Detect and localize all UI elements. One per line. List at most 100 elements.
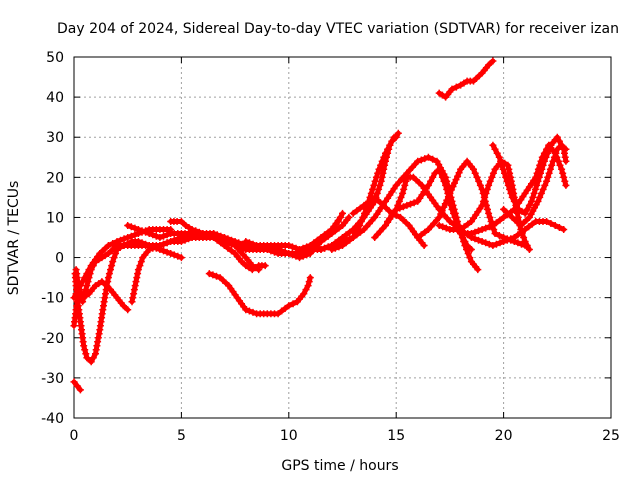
plus-marker bbox=[544, 173, 552, 181]
plus-marker bbox=[534, 177, 542, 185]
plus-marker bbox=[437, 169, 445, 177]
plus-marker bbox=[203, 231, 210, 239]
plus-marker bbox=[117, 236, 124, 244]
series-arc-4 bbox=[72, 266, 132, 314]
plus-marker bbox=[209, 271, 217, 279]
series-arc-3 bbox=[71, 238, 185, 366]
plus-marker bbox=[485, 61, 493, 69]
plus-marker bbox=[495, 153, 503, 161]
plus-marker bbox=[310, 243, 318, 251]
plus-marker bbox=[549, 157, 557, 165]
plus-marker bbox=[437, 210, 445, 218]
plus-marker bbox=[381, 161, 389, 169]
plus-marker bbox=[349, 234, 357, 241]
y-tick-label: 30 bbox=[46, 130, 64, 146]
plus-marker bbox=[500, 213, 508, 221]
y-tick-label: 10 bbox=[46, 210, 64, 226]
plus-marker bbox=[383, 153, 390, 161]
plus-marker bbox=[235, 243, 243, 251]
series-arc-9 bbox=[205, 270, 314, 318]
plus-marker bbox=[463, 242, 471, 249]
plus-marker bbox=[442, 181, 450, 189]
plus-marker bbox=[429, 155, 437, 163]
plus-marker bbox=[424, 153, 432, 161]
plus-marker bbox=[479, 197, 487, 205]
plus-marker bbox=[545, 145, 553, 153]
x-tick-label: 25 bbox=[602, 428, 620, 444]
plus-marker bbox=[470, 165, 477, 173]
y-tick-label: -40 bbox=[41, 411, 64, 427]
plus-marker bbox=[120, 235, 128, 243]
plus-marker bbox=[452, 218, 460, 225]
plus-marker bbox=[73, 382, 81, 390]
plus-marker bbox=[483, 185, 491, 193]
plus-marker bbox=[321, 231, 329, 239]
plus-marker bbox=[302, 286, 310, 294]
plus-marker bbox=[152, 232, 160, 240]
y-tick-label: 20 bbox=[46, 170, 64, 186]
plus-marker bbox=[124, 240, 132, 247]
plus-marker bbox=[170, 236, 178, 244]
plus-marker bbox=[195, 228, 203, 236]
plus-marker bbox=[464, 250, 472, 257]
plus-marker bbox=[388, 137, 396, 145]
plus-marker bbox=[427, 177, 435, 185]
plus-marker bbox=[177, 218, 185, 225]
plus-marker bbox=[136, 262, 144, 270]
plus-marker bbox=[475, 177, 483, 185]
plus-marker bbox=[455, 169, 463, 177]
plus-marker bbox=[478, 226, 486, 233]
plus-marker bbox=[452, 83, 460, 91]
plus-marker bbox=[199, 230, 207, 237]
series-arc-21 bbox=[500, 141, 570, 229]
plus-marker bbox=[131, 231, 139, 239]
plus-marker bbox=[242, 306, 250, 314]
plus-marker bbox=[544, 149, 552, 157]
series-arc-5 bbox=[70, 226, 175, 302]
plus-marker bbox=[339, 234, 346, 241]
plus-marker bbox=[402, 177, 410, 185]
plus-marker bbox=[300, 290, 308, 298]
x-tick-label: 20 bbox=[495, 428, 513, 444]
plus-marker bbox=[435, 222, 443, 229]
plus-marker bbox=[104, 242, 112, 249]
plus-marker bbox=[249, 240, 257, 248]
series-arc-16 bbox=[384, 165, 475, 253]
plus-marker bbox=[128, 298, 136, 306]
plus-marker bbox=[145, 230, 153, 237]
plus-marker bbox=[138, 227, 146, 235]
series-line bbox=[72, 239, 184, 365]
plus-marker bbox=[531, 185, 539, 193]
plus-marker bbox=[529, 193, 537, 201]
plus-marker bbox=[476, 181, 484, 189]
axis-ticks: 0 5 10 15 20 25 -40 -30 -20 -10 0 10 20 30 40 50 bbox=[41, 50, 620, 444]
plus-marker bbox=[210, 234, 218, 241]
plus-marker bbox=[485, 223, 493, 231]
plus-marker bbox=[228, 247, 235, 255]
plus-marker bbox=[542, 153, 550, 161]
plot-frame bbox=[73, 56, 612, 419]
plus-marker bbox=[192, 227, 200, 235]
plus-marker bbox=[550, 153, 558, 161]
plus-marker bbox=[504, 161, 512, 169]
plus-marker bbox=[82, 286, 90, 294]
y-tick-label: -10 bbox=[41, 291, 64, 307]
plus-marker bbox=[81, 274, 89, 282]
plus-marker bbox=[390, 133, 398, 141]
plus-marker bbox=[324, 243, 332, 251]
plus-marker bbox=[339, 209, 346, 217]
plus-marker bbox=[345, 213, 353, 221]
plus-marker bbox=[552, 149, 560, 157]
plus-marker bbox=[249, 308, 257, 316]
plus-marker bbox=[392, 205, 400, 213]
data-marks bbox=[70, 57, 570, 394]
series-arc-20 bbox=[489, 133, 570, 217]
plus-marker bbox=[245, 239, 253, 247]
plus-marker bbox=[313, 244, 321, 252]
plus-marker bbox=[507, 236, 515, 244]
y-tick-label: 40 bbox=[46, 90, 64, 106]
y-axis-label: SDTVAR / TECUs bbox=[6, 181, 22, 296]
plus-marker bbox=[510, 238, 518, 245]
plus-marker bbox=[451, 179, 458, 187]
plus-marker bbox=[231, 242, 239, 249]
